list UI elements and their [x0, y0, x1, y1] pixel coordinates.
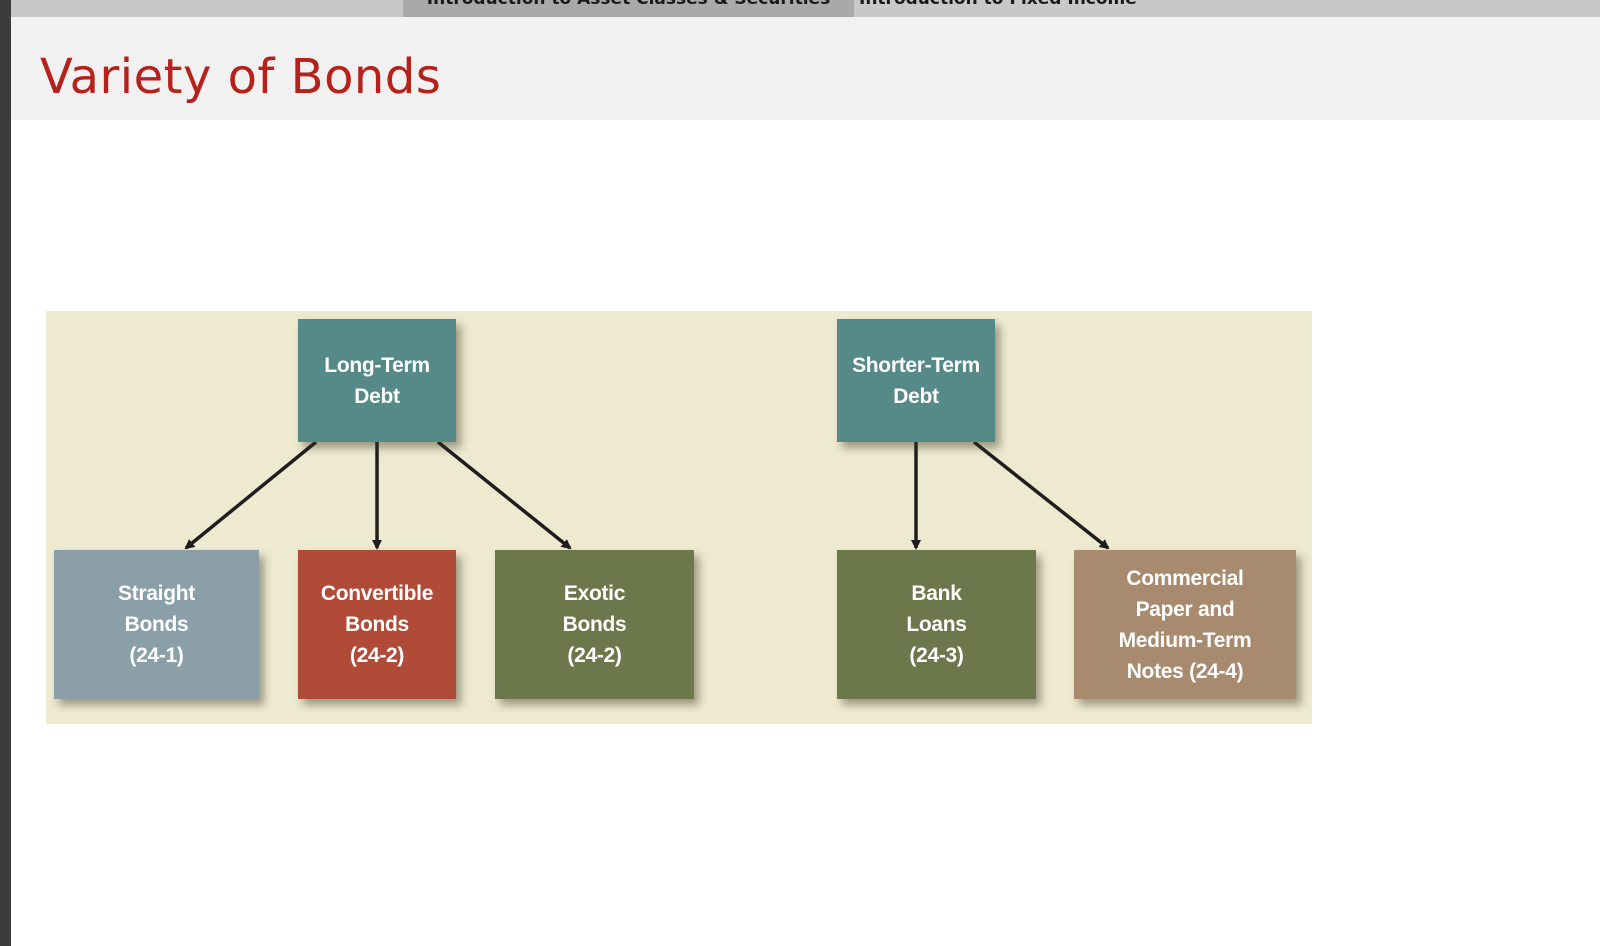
long-term-debt-label: Long-Term Debt	[324, 353, 430, 408]
exotic-bonds-box: Exotic Bonds (24-2)	[495, 550, 694, 699]
slide-header: Variety of Bonds	[11, 17, 1600, 120]
convertible-bonds-box: Convertible Bonds (24-2)	[298, 550, 456, 699]
arrow-long-to-exotic	[436, 440, 572, 550]
arrow-short-to-commercial	[972, 440, 1110, 550]
commercial-paper-box: Commercial Paper and Medium-Term Notes (…	[1074, 550, 1296, 699]
nav-tab-label: Introduction to Asset Classes & Securiti…	[427, 0, 830, 9]
long-term-debt-box: Long-Term Debt	[298, 319, 456, 442]
arrow-long-to-straight	[184, 440, 318, 550]
bank-loans-box: Bank Loans (24-3)	[837, 550, 1036, 699]
bond-variety-diagram: Long-Term Debt Shorter-Term Debt Straigh…	[46, 311, 1312, 724]
window-left-edge	[0, 0, 11, 946]
exotic-bonds-label: Exotic Bonds (24-2)	[562, 582, 627, 667]
page-title: Variety of Bonds	[40, 49, 442, 105]
nav-tab-asset-classes[interactable]: Introduction to Asset Classes & Securiti…	[403, 0, 854, 17]
connector-arrows	[184, 440, 1110, 550]
straight-bonds-label: Straight Bonds (24-1)	[118, 582, 195, 667]
nav-tab-fixed-income[interactable]: Introduction to Fixed Income	[859, 0, 1189, 17]
shorter-term-debt-box: Shorter-Term Debt	[837, 319, 995, 442]
section-navigation-bar: Introduction to Asset Classes & Securiti…	[11, 0, 1600, 17]
shorter-term-debt-label: Shorter-Term Debt	[852, 353, 980, 408]
nav-tab-label: Introduction to Fixed Income	[859, 0, 1137, 9]
bank-loans-label: Bank Loans (24-3)	[906, 582, 967, 667]
straight-bonds-box: Straight Bonds (24-1)	[54, 550, 259, 699]
commercial-paper-label: Commercial Paper and Medium-Term Notes (…	[1118, 566, 1252, 683]
convertible-bonds-label: Convertible Bonds (24-2)	[320, 582, 434, 667]
